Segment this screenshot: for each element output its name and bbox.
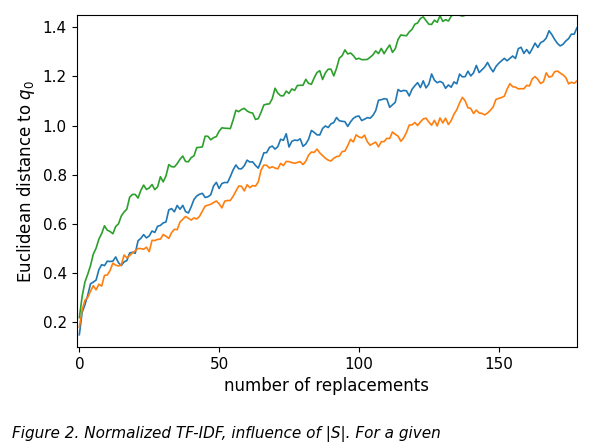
Text: Figure 2. Normalized TF-IDF, influence of |S|. For a given: Figure 2. Normalized TF-IDF, influence o… [12, 425, 440, 442]
X-axis label: number of replacements: number of replacements [224, 377, 429, 395]
Y-axis label: Euclidean distance to $q_0$: Euclidean distance to $q_0$ [15, 79, 37, 283]
